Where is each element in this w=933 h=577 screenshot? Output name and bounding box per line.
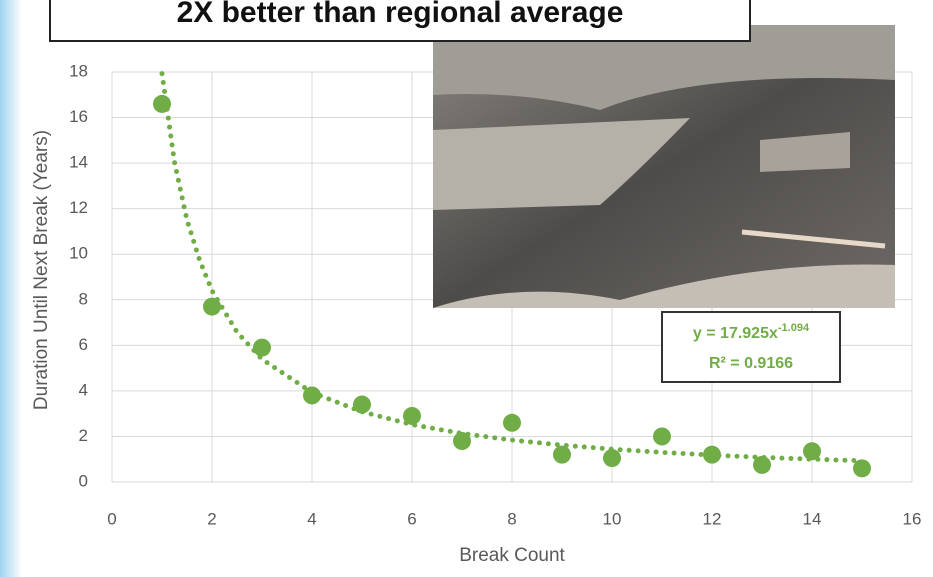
x-tick-label: 2 bbox=[207, 509, 216, 528]
photo-ruler bbox=[741, 229, 886, 249]
y-tick-label: 12 bbox=[69, 198, 88, 217]
point bbox=[403, 406, 421, 425]
y-tick-label: 10 bbox=[69, 244, 88, 263]
point bbox=[553, 445, 571, 464]
point bbox=[503, 413, 521, 432]
point bbox=[353, 395, 371, 414]
point bbox=[603, 449, 621, 468]
point bbox=[453, 432, 471, 450]
equation-frame bbox=[661, 311, 841, 383]
point bbox=[653, 427, 671, 446]
y-tick-label: 2 bbox=[79, 426, 88, 445]
r-squared: R² = 0.9166 bbox=[709, 355, 793, 372]
y-tick-label: 6 bbox=[79, 335, 88, 354]
photo bbox=[433, 25, 895, 308]
plot bbox=[153, 71, 871, 478]
x-tick-label: 0 bbox=[107, 509, 116, 528]
photo-soil bbox=[433, 25, 895, 110]
equation-text: y = 17.925x-1.094 bbox=[693, 322, 810, 342]
equation-exponent: -1.094 bbox=[778, 322, 810, 334]
point bbox=[153, 94, 171, 113]
point bbox=[303, 386, 321, 405]
x-tick-label: 8 bbox=[507, 509, 516, 528]
y-tick-label: 18 bbox=[69, 61, 88, 80]
x-tick-label: 12 bbox=[703, 509, 722, 528]
point bbox=[253, 338, 271, 357]
x-tick-label: 16 bbox=[903, 509, 922, 528]
y-axis-title: Duration Until Next Break (Years) bbox=[31, 130, 52, 410]
point bbox=[203, 297, 221, 316]
y-tick-label: 16 bbox=[69, 107, 88, 126]
y-tick-label: 4 bbox=[79, 380, 88, 399]
y-tick-label: 14 bbox=[69, 153, 88, 172]
x-axis-title: Break Count bbox=[459, 545, 565, 566]
point bbox=[853, 459, 871, 478]
x-tick-label: 6 bbox=[407, 509, 416, 528]
x-tick-label: 14 bbox=[803, 509, 822, 528]
point bbox=[753, 455, 771, 474]
y-tick-label: 8 bbox=[79, 289, 88, 308]
photo-pipe bbox=[433, 118, 690, 210]
equation-base: y = 17.925x bbox=[693, 325, 778, 342]
point bbox=[703, 445, 721, 464]
title-box bbox=[49, 0, 751, 42]
photo-ground bbox=[433, 264, 895, 308]
chart-title: 2X better than regional average bbox=[177, 0, 624, 29]
x-tick-label: 10 bbox=[603, 509, 622, 528]
equation-box: y = 17.925x-1.094 R² = 0.9166 bbox=[661, 311, 841, 383]
side-strip bbox=[0, 0, 22, 577]
x-tick-label: 4 bbox=[307, 509, 316, 528]
point bbox=[803, 442, 821, 461]
y-tick-label: 0 bbox=[79, 471, 88, 490]
photo-pipe-end bbox=[760, 132, 850, 172]
